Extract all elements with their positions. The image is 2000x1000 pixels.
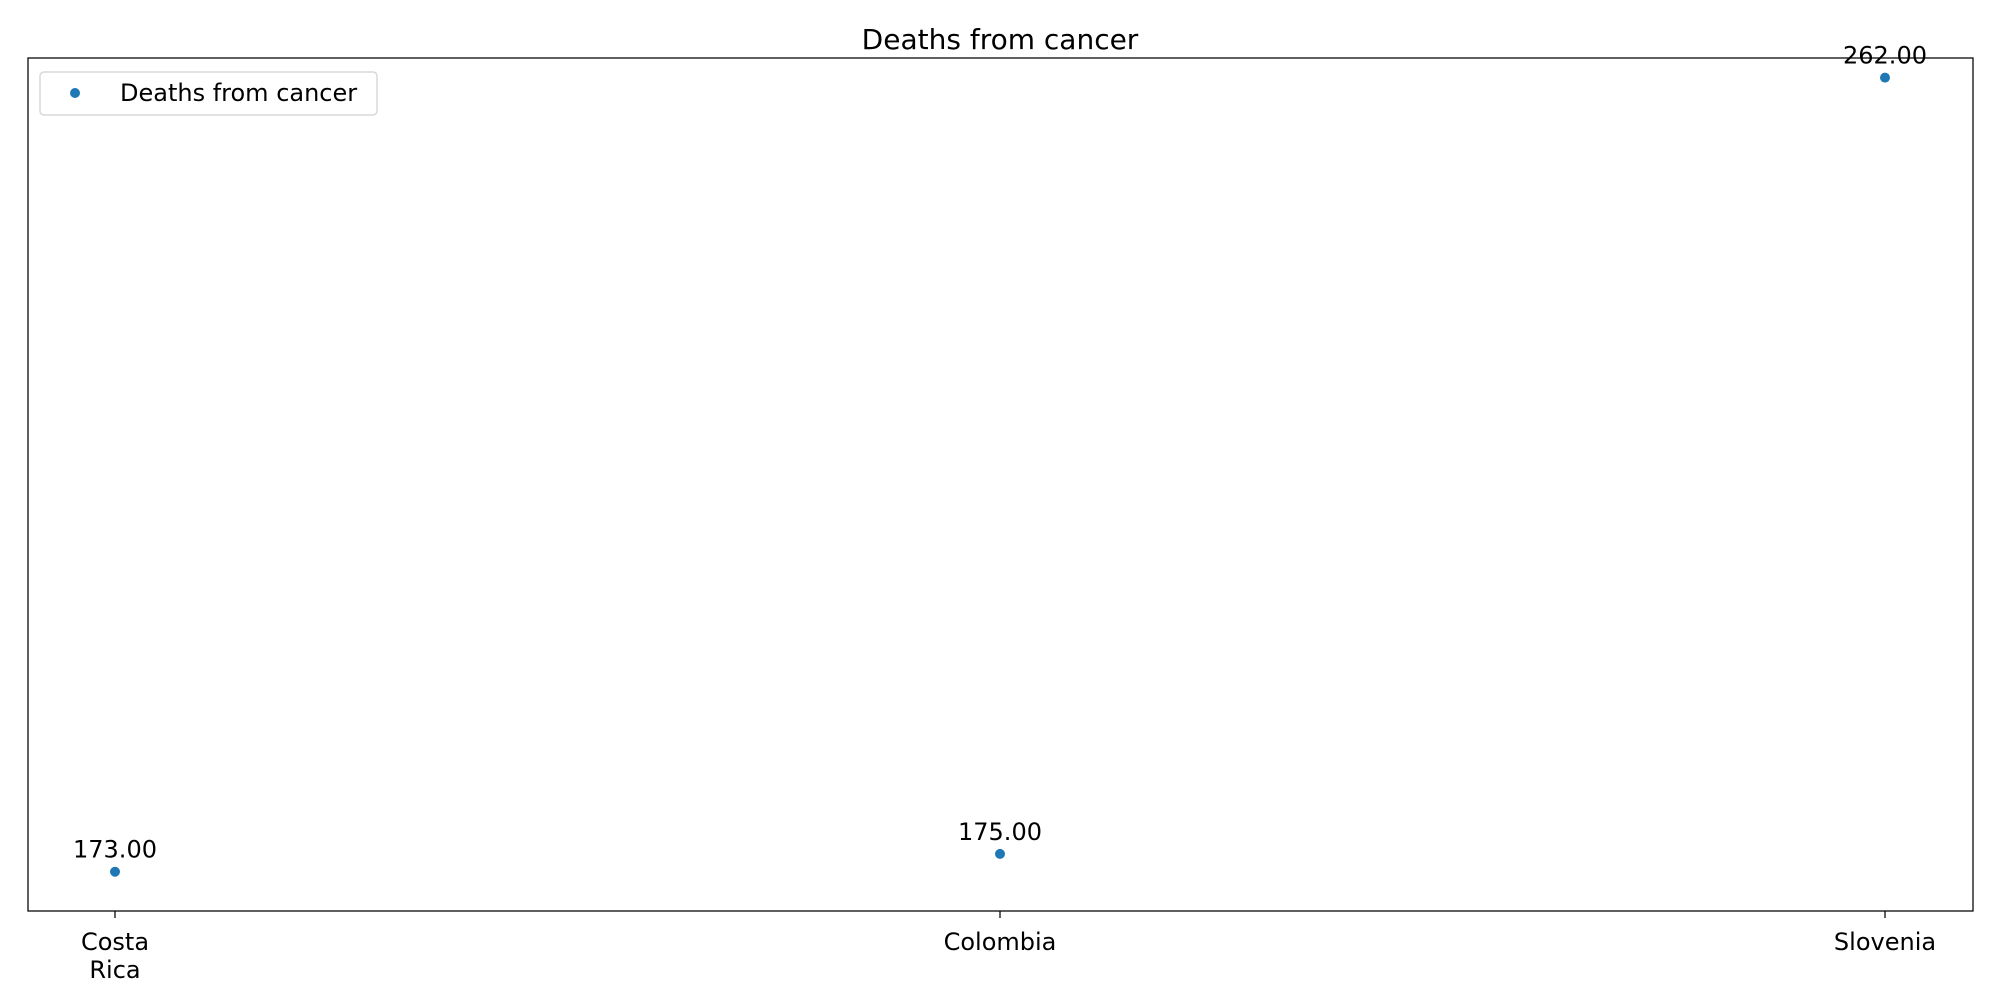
data-label: 173.00 <box>73 836 157 864</box>
data-label: 262.00 <box>1843 42 1927 70</box>
data-point <box>995 848 1005 859</box>
legend: Deaths from cancer <box>39 71 378 116</box>
data-points <box>110 72 1890 877</box>
legend-marker <box>70 88 80 98</box>
data-label: 175.00 <box>958 818 1042 846</box>
chart-title: Deaths from cancer <box>862 23 1139 56</box>
plot-area-frame <box>27 57 1974 912</box>
legend-box <box>39 71 378 116</box>
legend-label: Deaths from cancer <box>120 79 357 107</box>
x-axis: Costa Rica Colombia Slovenia <box>81 911 1936 984</box>
data-labels: 173.00 175.00 262.00 <box>73 42 1927 864</box>
x-tick-label: Colombia <box>944 928 1057 956</box>
x-tick-label: Slovenia <box>1834 928 1936 956</box>
x-tick-label: Costa Rica <box>81 928 149 984</box>
data-point <box>110 866 120 877</box>
data-point <box>1880 72 1890 83</box>
